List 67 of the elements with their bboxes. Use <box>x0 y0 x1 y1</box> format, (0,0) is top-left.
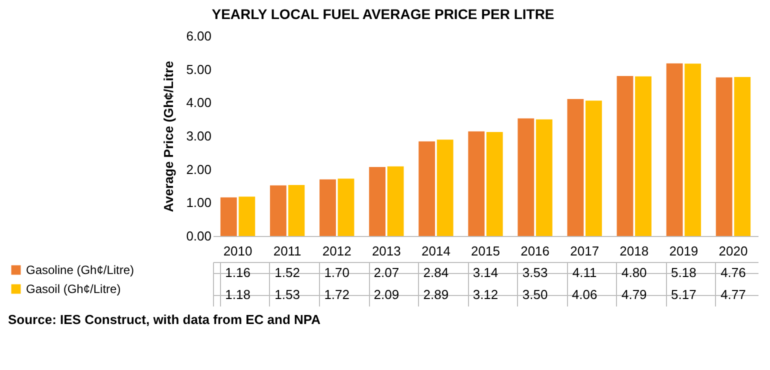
data-label: 4.77 <box>720 287 746 302</box>
data-label: 1.53 <box>274 287 300 302</box>
bar <box>338 178 354 236</box>
data-label: 4.80 <box>621 265 647 280</box>
bar <box>616 76 634 236</box>
y-tick-label: 5.00 <box>186 62 212 77</box>
bar <box>684 64 702 236</box>
y-tick-label: 1.00 <box>186 195 212 210</box>
data-label: 3.50 <box>522 287 548 302</box>
data-label: 2.09 <box>374 287 400 302</box>
data-label: 3.12 <box>472 287 498 302</box>
bar <box>418 141 436 236</box>
data-label: 1.70 <box>324 265 350 280</box>
x-tick-label: 2010 <box>223 244 252 258</box>
bar <box>586 100 602 236</box>
bar <box>387 166 404 236</box>
data-label: 1.16 <box>225 265 250 280</box>
legend-label: Gasoline (Gh¢/Litre) <box>26 263 134 277</box>
chart-title: YEARLY LOCAL FUEL AVERAGE PRICE PER LITRE <box>212 6 554 22</box>
x-tick-label: 2017 <box>570 244 600 258</box>
legend-label: Gasoil (Gh¢/Litre) <box>26 282 121 296</box>
x-tick-label: 2016 <box>520 244 550 258</box>
data-label: 4.79 <box>621 287 647 302</box>
x-tick-label: 2019 <box>669 244 698 258</box>
bar <box>486 132 503 236</box>
x-tick-label: 2020 <box>718 244 748 258</box>
bar <box>635 76 652 236</box>
data-label: 4.06 <box>572 287 598 302</box>
data-label: 2.07 <box>374 265 400 280</box>
data-label: 4.76 <box>720 265 746 280</box>
bar <box>536 119 552 236</box>
y-tick-label: 0.00 <box>186 228 212 244</box>
data-label: 2.89 <box>423 287 449 302</box>
data-label: 5.17 <box>671 287 696 302</box>
bar <box>238 196 256 236</box>
x-tick-label: 2018 <box>620 244 649 258</box>
bar <box>369 167 386 236</box>
data-label: 5.18 <box>671 265 696 280</box>
y-tick-label: 2.00 <box>186 162 212 177</box>
data-label: 1.18 <box>225 287 250 302</box>
data-label: 1.72 <box>324 287 350 302</box>
data-label: 1.52 <box>274 265 300 280</box>
bar <box>320 179 336 236</box>
x-tick-label: 2015 <box>471 244 500 258</box>
bar <box>567 99 584 236</box>
bar <box>666 63 683 236</box>
bar <box>220 197 237 236</box>
bar <box>270 185 286 236</box>
y-axis-title: Average Price (Gh¢/Litre <box>161 60 176 212</box>
bar <box>288 185 305 236</box>
data-label: 3.53 <box>522 265 548 280</box>
bar <box>734 77 751 236</box>
x-tick-label: 2011 <box>273 244 302 258</box>
bar <box>468 131 485 236</box>
y-tick-label: 4.00 <box>186 95 212 110</box>
data-label: 2.84 <box>423 265 449 280</box>
source-note: Source: IES Construct, with data from EC and NPA <box>8 312 322 327</box>
x-tick-label: 2014 <box>421 244 450 258</box>
y-tick-label: 6.00 <box>186 28 212 44</box>
bar <box>436 140 454 236</box>
data-label: 3.14 <box>472 265 498 280</box>
x-tick-label: 2013 <box>372 244 401 258</box>
x-tick-label: 2012 <box>322 244 352 258</box>
y-tick-label: 3.00 <box>186 128 212 144</box>
data-label: 4.11 <box>572 265 597 280</box>
bar <box>518 118 534 236</box>
bar <box>716 77 732 236</box>
